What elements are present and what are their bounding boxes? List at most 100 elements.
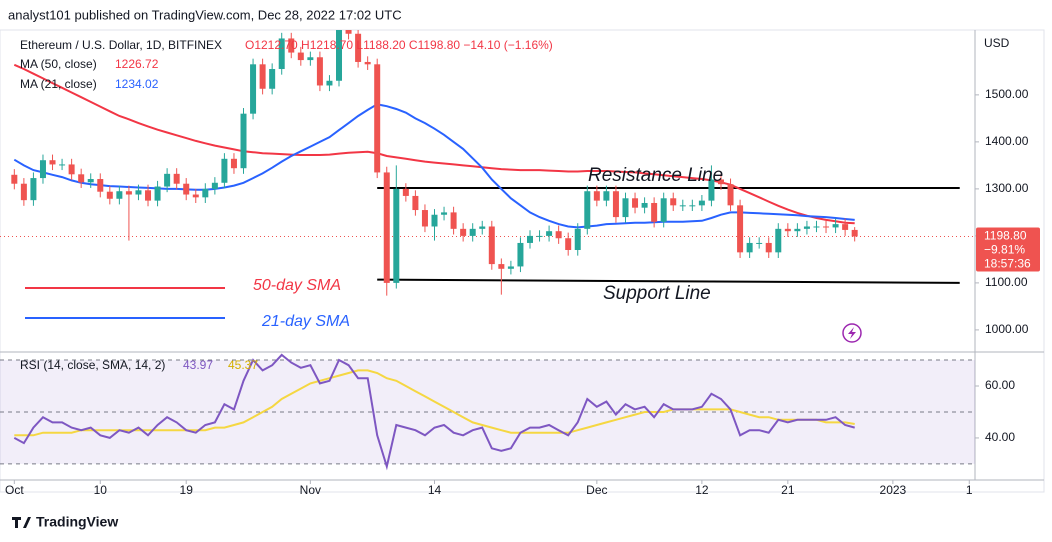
candle-body	[145, 190, 152, 201]
annotation: Resistance Line	[588, 165, 723, 186]
x-tick-label: 12	[695, 483, 709, 497]
candle-body	[250, 64, 257, 114]
candle-body	[11, 174, 18, 184]
candle-body	[832, 224, 839, 228]
candle-body	[412, 195, 419, 211]
y-tick-label: 1300.00	[985, 181, 1029, 195]
legend-ma50: MA (50, close)	[20, 57, 97, 71]
candle-body	[336, 30, 343, 81]
candle-body	[632, 198, 639, 208]
y-tick-label: 1500.00	[985, 87, 1029, 101]
candle-body	[383, 172, 390, 283]
candle-body	[173, 173, 180, 184]
candle-body	[49, 160, 56, 165]
candle-body	[813, 226, 820, 228]
candle-body	[355, 33, 362, 62]
x-tick-label: 10	[94, 483, 108, 497]
rsi-value: 43.97	[183, 358, 213, 372]
x-tick-label: 21	[781, 483, 795, 497]
event-icon[interactable]	[842, 323, 862, 343]
candle-body	[603, 191, 610, 201]
candle-body	[116, 191, 123, 199]
annotation: 50-day SMA	[253, 277, 341, 294]
footer: TradingView	[36, 514, 118, 530]
candle-body	[775, 228, 782, 253]
candle-body	[431, 214, 438, 227]
candle-body	[441, 212, 448, 215]
x-tick-label: 19	[180, 483, 194, 497]
candle-body	[651, 202, 658, 222]
candle-body	[59, 164, 66, 166]
candle-body	[546, 231, 553, 236]
x-tick-label: Dec	[586, 483, 607, 497]
x-tick-label: 14	[428, 483, 442, 497]
candle-body	[670, 198, 677, 206]
event-icon-bolt	[848, 327, 856, 339]
candle-body	[450, 212, 457, 229]
rsi-pane	[0, 353, 975, 471]
candle-body	[421, 210, 428, 227]
annotation: 21-day SMA	[261, 313, 350, 330]
ohlc-legend: O1212.70 H1218.70 L1188.20 C1198.80 −14.…	[245, 38, 553, 52]
legend-ma21-value: 1234.02	[115, 77, 159, 91]
x-tick-label: Nov	[300, 483, 321, 497]
candle-body	[536, 235, 543, 237]
candle-body	[106, 191, 113, 199]
candle-body	[78, 174, 85, 183]
candle-body	[574, 228, 581, 250]
candle-body	[30, 178, 37, 201]
change: −9.81%	[984, 243, 1025, 257]
candle-body	[612, 191, 619, 218]
candle-body	[565, 238, 572, 250]
candle-body	[517, 242, 524, 267]
candle-body	[526, 235, 533, 243]
candle-body	[794, 228, 801, 232]
candle-body	[364, 61, 371, 65]
candle-body	[192, 194, 199, 198]
candle-body	[97, 179, 104, 192]
candle-body	[230, 158, 237, 169]
candle-body	[717, 179, 724, 185]
candle-body	[221, 158, 228, 183]
y-tick-label: 1000.00	[985, 322, 1029, 336]
candle-body	[297, 52, 304, 61]
frame	[0, 29, 1045, 493]
x-tick-label: 1	[966, 483, 973, 497]
candle-body	[68, 164, 75, 175]
candle-body	[765, 242, 772, 253]
level-line	[377, 278, 960, 284]
candle-body	[660, 198, 667, 222]
y-tick-label: 60.00	[985, 378, 1015, 392]
x-tick-label: 2023	[880, 483, 907, 497]
line-series	[13, 63, 855, 225]
candle-body	[756, 242, 763, 244]
candle-body	[288, 38, 295, 53]
y-tick-label: 1400.00	[985, 134, 1029, 148]
y-tick-label: 40.00	[985, 430, 1015, 444]
candle-body	[469, 228, 476, 236]
logo	[12, 517, 31, 528]
candle-body	[689, 205, 696, 207]
candle-body	[326, 80, 333, 86]
axis-label: USD	[984, 36, 1010, 50]
last-price-box	[976, 227, 1040, 272]
annotation: Support Line	[603, 283, 711, 304]
line-series	[13, 353, 855, 471]
candle-body	[183, 183, 190, 195]
candle-body	[784, 228, 791, 232]
header: analyst101 published on TradingView.com,…	[8, 7, 402, 22]
legend-ma21: MA (21, close)	[20, 77, 97, 91]
candle-body	[727, 184, 734, 206]
rsi-sma-value: 45.37	[228, 358, 258, 372]
candle-body	[737, 205, 744, 253]
axes: 1000.001100.001200.001300.001400.001500.…	[5, 87, 1040, 497]
candle-body	[803, 226, 810, 229]
candle-body	[507, 266, 514, 269]
candle-body	[240, 113, 247, 169]
candle-body	[164, 173, 171, 187]
line-series	[14, 369, 855, 437]
candle-body	[125, 191, 132, 195]
candle-body	[259, 64, 266, 89]
x-tick-label: Oct	[5, 483, 24, 497]
